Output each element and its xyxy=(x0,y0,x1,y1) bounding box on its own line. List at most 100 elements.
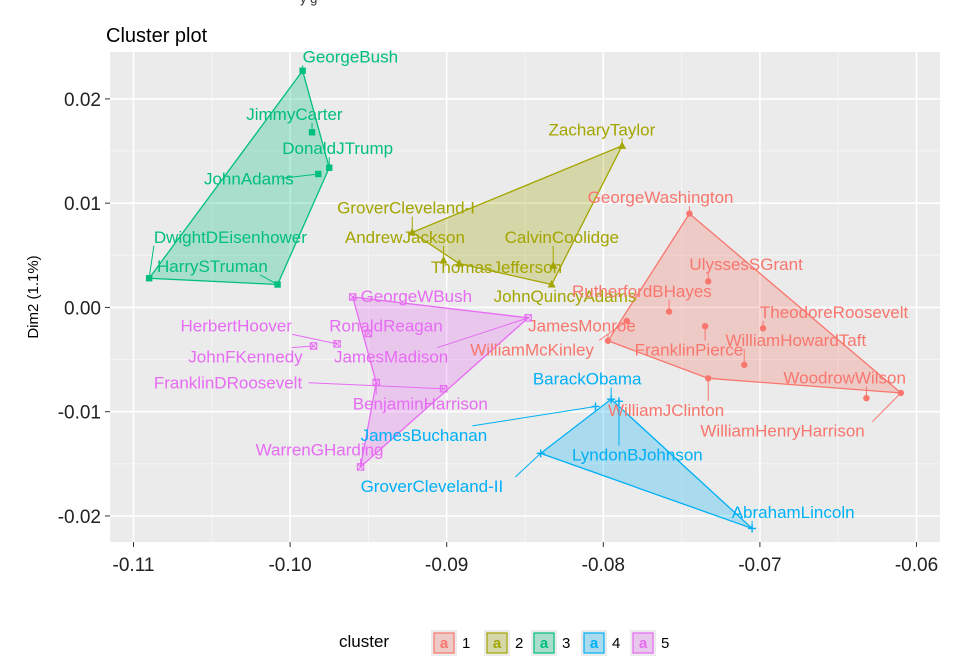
x-tick-label: -0.10 xyxy=(268,555,311,576)
legend-key-bg xyxy=(581,630,607,656)
clipped-header: y g xyxy=(300,0,600,10)
point-WilliamJClinton xyxy=(705,375,712,382)
point-JamesMadison xyxy=(524,314,532,322)
point-WilliamMcKinley xyxy=(623,317,630,325)
y-tick-label: -0.02 xyxy=(58,507,101,528)
point-JamesMonroe xyxy=(604,337,612,344)
point-label-WoodrowWilson: WoodrowWilson xyxy=(783,369,906,388)
point-label-RonaldReagan: RonaldReagan xyxy=(329,316,442,335)
y-axis-label: Dim2 (1.1%) xyxy=(25,255,42,338)
leader-line xyxy=(872,392,902,423)
point-GeorgeBush xyxy=(299,67,306,74)
point-label-WarrenGHarding: WarrenGHarding xyxy=(256,440,384,459)
legend-title: cluster xyxy=(339,632,389,651)
point-label-JohnFKennedy: JohnFKennedy xyxy=(188,348,303,367)
legend-key-bg xyxy=(484,630,510,656)
point-GeorgeWBush xyxy=(348,293,357,301)
y-tick-label: 0.02 xyxy=(64,90,101,111)
point-RutherfordBHayes xyxy=(665,308,673,315)
point-label-HarrySTruman: HarrySTruman xyxy=(157,257,268,276)
point-HarrySTruman xyxy=(274,281,281,288)
legend-key-glyph: a xyxy=(639,635,648,652)
leader-line xyxy=(292,333,338,345)
point-label-UlyssesSGrant: UlyssesSGrant xyxy=(689,255,803,274)
point-ThomasJefferson xyxy=(455,259,464,267)
point-label-TheodoreRoosevelt: TheodoreRoosevelt xyxy=(760,303,909,322)
legend-key-fill xyxy=(486,632,508,654)
leader-line xyxy=(515,453,542,478)
point-label-WilliamMcKinley: WilliamMcKinley xyxy=(470,340,594,359)
legend-label: 4 xyxy=(612,635,620,652)
point-JohnFKennedy xyxy=(309,342,318,350)
legend-key-glyph: a xyxy=(493,635,502,652)
point-CalvinCoolidge xyxy=(549,261,558,269)
leader-line xyxy=(472,405,596,427)
point-label-WilliamHenryHarrison: WilliamHenryHarrison xyxy=(700,422,864,441)
point-label-GeorgeWBush: GeorgeWBush xyxy=(361,287,473,306)
leader-line xyxy=(436,317,529,349)
point-label-CalvinCoolidge: CalvinCoolidge xyxy=(505,228,619,247)
point-ZacharyTaylor xyxy=(618,141,627,149)
point-RonaldReagan xyxy=(364,329,373,338)
legend-key-glyph: a xyxy=(540,635,549,652)
point-label-AndrewJackson: AndrewJackson xyxy=(345,228,465,247)
point-label-FranklinDRoosevelt: FranklinDRoosevelt xyxy=(154,374,303,393)
point-WilliamHenryHarrison xyxy=(897,389,905,397)
point-label-JohnAdams: JohnAdams xyxy=(204,169,294,188)
legend-key-glyph: a xyxy=(440,635,449,652)
y-tick-label: -0.01 xyxy=(58,403,101,424)
legend-label: 5 xyxy=(661,635,669,652)
clipped-header-text: y g xyxy=(300,0,317,6)
legend-key-bg xyxy=(531,630,557,656)
legend-key-bg xyxy=(630,630,656,656)
point-label-RutherfordBHayes: RutherfordBHayes xyxy=(572,282,712,301)
point-label-JimmyCarter: JimmyCarter xyxy=(246,105,343,124)
point-label-JamesMonroe: JamesMonroe xyxy=(528,316,636,335)
point-label-GroverCleveland-I: GroverCleveland-I xyxy=(337,199,475,218)
leader-line xyxy=(598,320,628,341)
legend-key-fill xyxy=(632,632,654,654)
point-HerbertHoover xyxy=(333,340,341,348)
point-label-ZacharyTaylor: ZacharyTaylor xyxy=(548,120,655,139)
leader-line xyxy=(148,245,155,279)
point-BenjaminHarrison xyxy=(372,378,380,387)
point-label-LyndonBJohnson: LyndonBJohnson xyxy=(572,446,703,465)
legend-key-bg xyxy=(431,630,457,656)
point-JohnAdams xyxy=(315,170,322,178)
legend-label: 2 xyxy=(515,635,523,652)
y-tick-label: 0.01 xyxy=(64,194,101,215)
point-label-WilliamHowardTaft: WilliamHowardTaft xyxy=(725,331,866,350)
point-label-BarackObama: BarackObama xyxy=(533,370,642,389)
point-WoodrowWilson xyxy=(863,394,870,402)
point-label-FranklinPierce: FranklinPierce xyxy=(635,340,744,359)
point-FranklinPierce xyxy=(701,322,709,330)
point-label-WilliamJClinton: WilliamJClinton xyxy=(608,401,724,420)
point-label-JamesMadison: JamesMadison xyxy=(334,348,448,367)
point-FranklinDRoosevelt xyxy=(439,384,448,393)
point-label-GeorgeBush: GeorgeBush xyxy=(303,47,398,66)
legend-key-glyph: a xyxy=(590,635,599,652)
point-label-GroverCleveland-II: GroverCleveland-II xyxy=(361,477,504,496)
point-AbrahamLincoln xyxy=(748,524,757,533)
x-tick-label: -0.08 xyxy=(582,555,625,576)
point-DwightDEisenhower xyxy=(145,275,153,282)
legend-key-fill xyxy=(583,632,605,654)
leader-line xyxy=(281,173,319,179)
point-JohnQuincyAdams xyxy=(547,279,556,288)
x-tick-label: -0.06 xyxy=(895,555,938,576)
x-tick-label: -0.07 xyxy=(738,555,781,576)
point-label-GeorgeWashington: GeorgeWashington xyxy=(588,188,734,207)
point-DonaldJTrump xyxy=(326,164,333,171)
legend-label: 3 xyxy=(562,635,570,652)
point-GroverCleveland-I xyxy=(408,227,417,236)
chart-title: Cluster plot xyxy=(106,25,208,47)
point-label-JamesBuchanan: JamesBuchanan xyxy=(361,426,488,445)
point-LyndonBJohnson xyxy=(614,397,623,406)
point-WilliamHowardTaft xyxy=(741,361,748,368)
